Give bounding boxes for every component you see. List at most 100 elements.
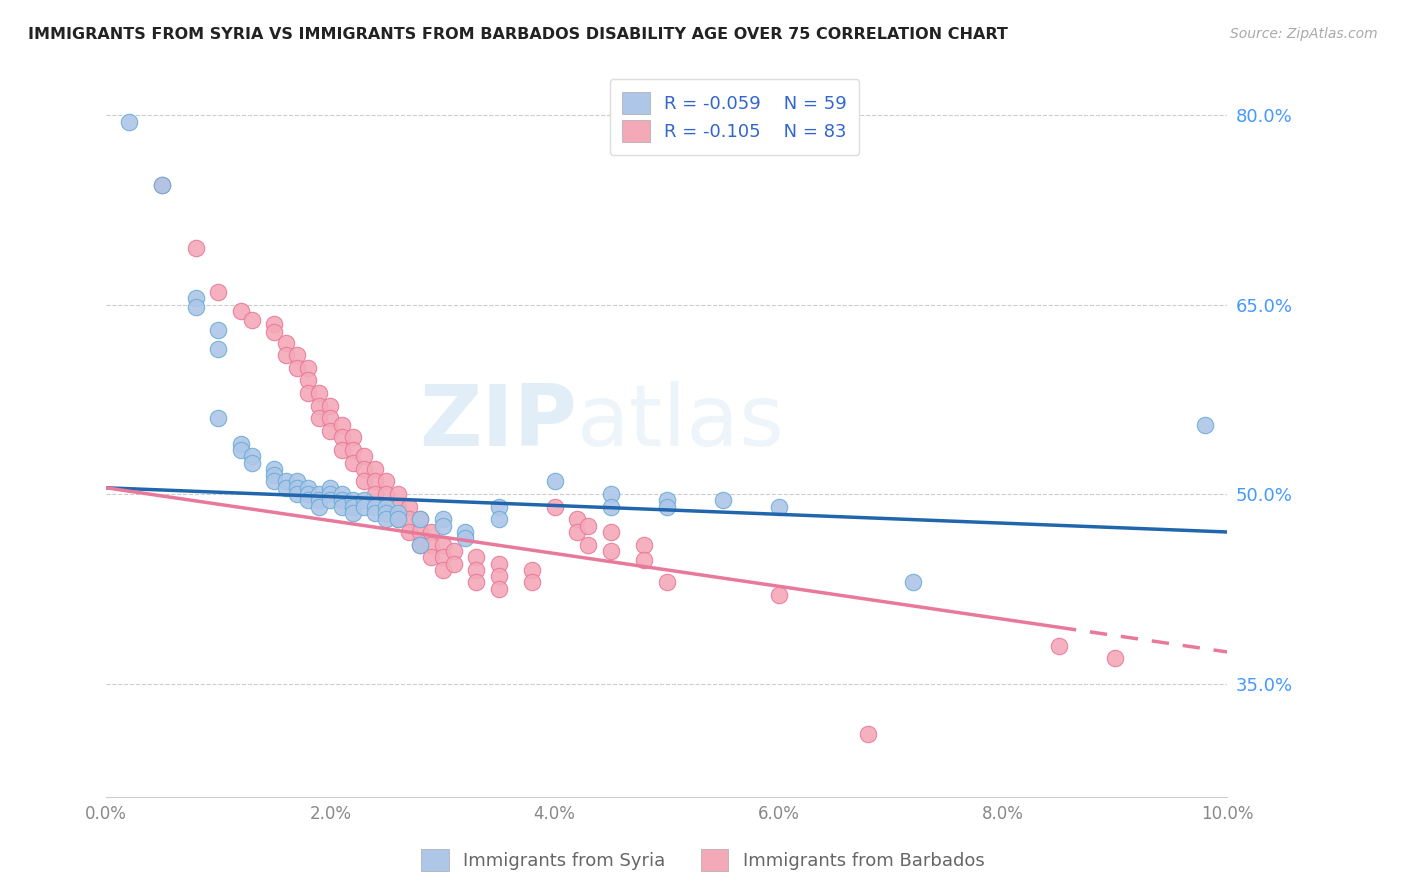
Point <box>319 411 342 425</box>
Point <box>297 487 319 501</box>
Point <box>432 550 454 565</box>
Point <box>488 569 510 583</box>
Point <box>342 506 364 520</box>
Point <box>207 285 229 299</box>
Point <box>522 563 544 577</box>
Point <box>184 241 207 255</box>
Point <box>274 335 297 350</box>
Point <box>488 512 510 526</box>
Point <box>364 487 387 501</box>
Point <box>1194 417 1216 432</box>
Point <box>387 512 409 526</box>
Point <box>319 487 342 501</box>
Point <box>308 399 330 413</box>
Point <box>263 326 285 340</box>
Point <box>375 487 398 501</box>
Point <box>465 575 488 590</box>
Text: Source: ZipAtlas.com: Source: ZipAtlas.com <box>1230 27 1378 41</box>
Point <box>409 512 432 526</box>
Point <box>565 524 588 539</box>
Point <box>342 456 364 470</box>
Point <box>263 462 285 476</box>
Point <box>768 500 790 514</box>
Point <box>353 500 375 514</box>
Point <box>387 500 409 514</box>
Point <box>274 348 297 362</box>
Point <box>375 475 398 489</box>
Point <box>274 481 297 495</box>
Point <box>342 430 364 444</box>
Point <box>308 386 330 401</box>
Point <box>599 524 621 539</box>
Text: ZIP: ZIP <box>419 382 576 465</box>
Point <box>297 360 319 375</box>
Point <box>263 468 285 483</box>
Point <box>207 323 229 337</box>
Point <box>488 557 510 571</box>
Point <box>319 493 342 508</box>
Point <box>229 436 252 450</box>
Point <box>263 475 285 489</box>
Point <box>285 481 308 495</box>
Point <box>1104 651 1126 665</box>
Point <box>543 500 565 514</box>
Point <box>387 512 409 526</box>
Point <box>319 424 342 438</box>
Point <box>240 456 263 470</box>
Point <box>420 538 443 552</box>
Point <box>409 512 432 526</box>
Point <box>353 475 375 489</box>
Point <box>285 475 308 489</box>
Point <box>599 487 621 501</box>
Point <box>409 538 432 552</box>
Point <box>903 575 925 590</box>
Point <box>285 348 308 362</box>
Point <box>308 500 330 514</box>
Point <box>432 512 454 526</box>
Point <box>375 506 398 520</box>
Point <box>240 449 263 463</box>
Point <box>633 553 655 567</box>
Point <box>375 512 398 526</box>
Point <box>364 462 387 476</box>
Point <box>285 360 308 375</box>
Point <box>229 304 252 318</box>
Point <box>184 300 207 314</box>
Text: atlas: atlas <box>576 382 785 465</box>
Point <box>768 588 790 602</box>
Point <box>398 500 420 514</box>
Point <box>432 518 454 533</box>
Point <box>150 178 173 192</box>
Point <box>432 563 454 577</box>
Point <box>150 178 173 192</box>
Point <box>599 500 621 514</box>
Point <box>488 500 510 514</box>
Point <box>274 475 297 489</box>
Point <box>297 374 319 388</box>
Point <box>655 500 678 514</box>
Point <box>207 411 229 425</box>
Text: IMMIGRANTS FROM SYRIA VS IMMIGRANTS FROM BARBADOS DISABILITY AGE OVER 75 CORRELA: IMMIGRANTS FROM SYRIA VS IMMIGRANTS FROM… <box>28 27 1008 42</box>
Point <box>319 481 342 495</box>
Point <box>330 417 353 432</box>
Point <box>240 313 263 327</box>
Point <box>353 449 375 463</box>
Point <box>454 524 477 539</box>
Point <box>655 493 678 508</box>
Point <box>409 524 432 539</box>
Point <box>443 544 465 558</box>
Point <box>465 563 488 577</box>
Point <box>398 524 420 539</box>
Point <box>342 442 364 457</box>
Point <box>297 481 319 495</box>
Point <box>398 512 420 526</box>
Point <box>330 493 353 508</box>
Point <box>454 531 477 545</box>
Point <box>465 550 488 565</box>
Point <box>353 493 375 508</box>
Point <box>229 442 252 457</box>
Point <box>330 430 353 444</box>
Point <box>308 493 330 508</box>
Point <box>375 500 398 514</box>
Point <box>420 524 443 539</box>
